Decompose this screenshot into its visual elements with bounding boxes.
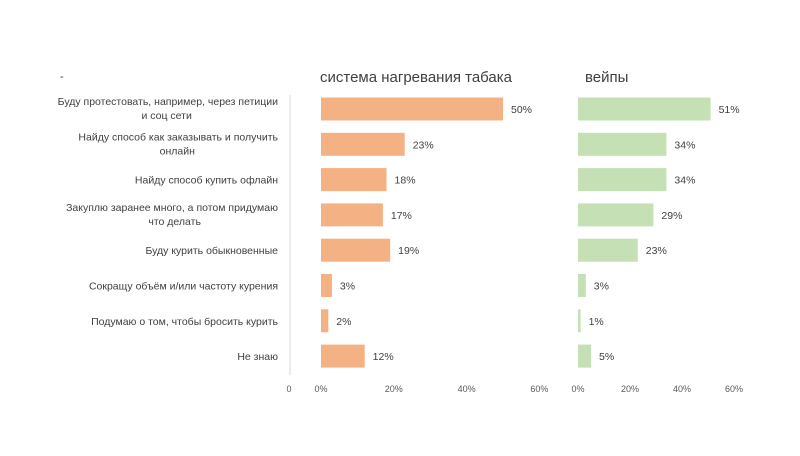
data-label: 29% (661, 210, 682, 222)
data-label: 51% (719, 104, 740, 116)
x-tick-label: 60% (530, 384, 548, 394)
category-label: Сокращу объём и/или частоту курения (89, 281, 278, 293)
category-label: Буду протестовать, например, через петиц… (58, 96, 278, 108)
category-label: Закуплю заранее много, а потом придумаю (66, 202, 278, 214)
x-tick-label: 20% (621, 384, 639, 394)
bar (321, 132, 405, 156)
bar (578, 274, 586, 297)
panel-title-hnb: система нагревания табака (320, 69, 513, 86)
data-label: 34% (674, 175, 695, 187)
bar (578, 344, 591, 368)
x-tick-label: 0% (314, 384, 327, 394)
category-label: что делать (148, 216, 201, 228)
category-label: Буду курить обыкновенные (145, 245, 278, 257)
x-tick-label: 40% (458, 384, 476, 394)
bar (321, 344, 365, 368)
data-label: 34% (674, 139, 695, 151)
category-label: Подумаю о том, чтобы бросить курить (91, 316, 278, 328)
data-label: 5% (599, 351, 614, 363)
bar (321, 274, 332, 297)
data-label: 3% (594, 281, 609, 293)
bar (321, 203, 383, 227)
bar (321, 97, 503, 121)
panel-title-vapes: вейпы (585, 69, 628, 86)
axis-origin-label: 0 (286, 384, 291, 394)
data-label: 19% (398, 245, 419, 257)
x-tick-label: 60% (725, 384, 743, 394)
category-label: онлайн (160, 145, 195, 157)
bar (578, 97, 711, 121)
data-label: 12% (373, 351, 394, 363)
bar (578, 168, 667, 192)
x-tick-label: 0% (571, 384, 584, 394)
corner-mark: - (60, 71, 64, 83)
data-label: 23% (413, 139, 434, 151)
x-tick-label: 40% (673, 384, 691, 394)
x-tick-label: 20% (385, 384, 403, 394)
category-label: и соц сети (142, 110, 192, 122)
bar (578, 309, 581, 333)
data-label: 3% (340, 281, 355, 293)
bar (321, 168, 387, 192)
bar (321, 238, 391, 262)
data-label: 50% (511, 104, 532, 116)
bar (578, 132, 667, 156)
data-label: 23% (646, 245, 667, 257)
category-label: Найду способ как заказывать и получить (78, 131, 278, 143)
category-label: Найду способ купить офлайн (135, 175, 278, 187)
data-label: 17% (391, 210, 412, 222)
bar (578, 238, 638, 262)
data-label: 1% (589, 316, 604, 328)
bar (321, 309, 329, 333)
data-label: 18% (395, 175, 416, 187)
bar (578, 203, 654, 227)
data-label: 2% (336, 316, 351, 328)
category-label: Не знаю (237, 351, 278, 363)
